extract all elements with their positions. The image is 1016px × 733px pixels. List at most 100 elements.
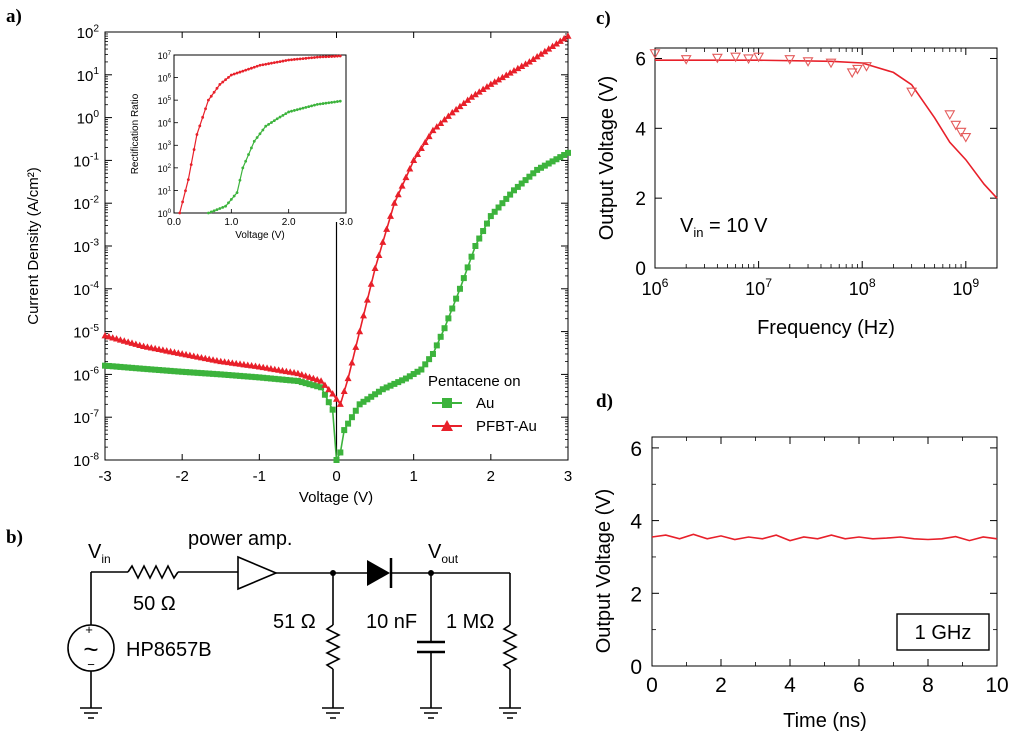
chart-d-xlabel: Time (ns) [783,710,867,732]
ground-icon [499,707,521,719]
marker-triangle [541,47,549,55]
marker-triangle [498,73,506,81]
d-signal-line [651,533,998,542]
marker-triangle [452,105,460,113]
inset-marker [218,82,222,86]
y-tick-label: 101 [77,66,100,85]
inset-marker [324,101,328,105]
inset-y-tick-label: 105 [158,95,172,106]
marker-square [144,366,151,373]
inset-y-tick-label-exponent: 5 [168,95,172,102]
inset-y-tick-label-exponent: 3 [168,140,172,147]
inset-marker [301,57,305,60]
inset-marker [207,211,210,215]
marker-square [537,164,544,171]
y-tick-label-mantissa: 10 [77,25,94,42]
chart-c-ylabel: Output Voltage (V) [596,76,618,241]
inset-y-tick-label: 103 [158,140,172,151]
marker-square [225,372,232,379]
c-x-tick-label: 106 [642,276,669,299]
marker-square [248,373,255,380]
marker-square [534,166,541,173]
y-tick-label-mantissa: 10 [73,196,90,213]
marker-triangle [329,390,337,397]
x-tick-label: 2 [487,468,495,485]
inset-x-tick-labels: 0.0 1.0 2.0 3.0 [167,217,353,228]
ground-icon [322,707,344,719]
marker-triangle [321,381,329,388]
marker-square [530,170,537,177]
marker-triangle [109,334,117,341]
marker-square [499,200,506,207]
inset-marker [318,55,322,59]
inset-y-tick-label: 102 [158,163,172,174]
marker-triangle [360,311,368,319]
marker-triangle [518,62,526,69]
marker-triangle [506,69,514,76]
inset-markers-Au [207,99,342,215]
inset-marker [330,100,334,104]
marker-triangle [529,55,537,62]
y-tick-label-exponent: -1 [90,152,99,163]
inset-marker [270,61,273,65]
inset-marker [307,56,311,60]
marker-triangle [549,42,557,50]
c-marker [852,64,863,75]
chart-a-xlabel: Voltage (V) [299,489,373,506]
marker-square [449,305,456,312]
chart-a-ticks [104,31,569,461]
d-y-tick-label: 0 [630,656,642,679]
marker-square [109,363,116,370]
marker-triangle [475,88,483,95]
inset-xlabel: Voltage (V) [235,230,284,241]
y-tick-label: 10-6 [73,366,99,385]
inset-y-tick-label-exponent: 2 [168,163,172,170]
chart-a-y-tick-labels: 10210110010-110-210-310-410-510-610-710-… [73,23,99,470]
marker-triangle [533,52,541,60]
inset-y-tick-label-mantissa: 10 [158,141,168,151]
marker-triangle [302,372,310,379]
marker-square [148,366,155,373]
inset-y-tick-label-exponent: 7 [168,50,172,57]
marker-square [217,371,224,378]
inset-marker [255,136,259,139]
inset-marker [272,61,276,65]
marker-square [514,183,521,190]
y-tick-label-mantissa: 10 [73,239,90,256]
inset-marker [258,63,262,67]
circuit-r2-label: 51 Ω [273,611,316,633]
circuit-vin-label: Vin [88,541,111,566]
inset-marker [224,78,228,82]
marker-square [383,384,390,391]
c-marker [711,53,723,64]
series-markers-PFBT-Au [101,32,572,407]
diode-symbol [367,560,390,586]
inset-marker [229,73,233,77]
inset-marker [298,107,302,111]
inset-marker [310,56,313,60]
resistor-r1 [127,564,179,580]
c-x-tick-label: 108 [849,276,876,299]
inset-marker [201,115,205,119]
inset-marker [310,104,313,108]
inset-marker [258,132,262,136]
inset-y-tick-label-exponent: 6 [168,73,172,80]
marker-square [345,420,352,427]
y-tick-label-exponent: -5 [90,323,99,334]
marker-square [229,372,236,379]
inset-marker [313,103,316,107]
marker-triangle [356,327,364,335]
inset-x-tick-label: 3.0 [339,217,353,228]
chart-d-ticks [651,437,998,667]
marker-square [279,376,286,383]
marker-square [102,362,108,369]
marker-triangle [502,71,510,78]
inset-series [178,54,342,215]
marker-square [318,384,325,391]
marker-triangle [429,126,437,134]
ground-icon [420,707,442,719]
marker-triangle [120,337,128,344]
inset-marker [186,178,190,182]
marker-square [341,427,348,434]
